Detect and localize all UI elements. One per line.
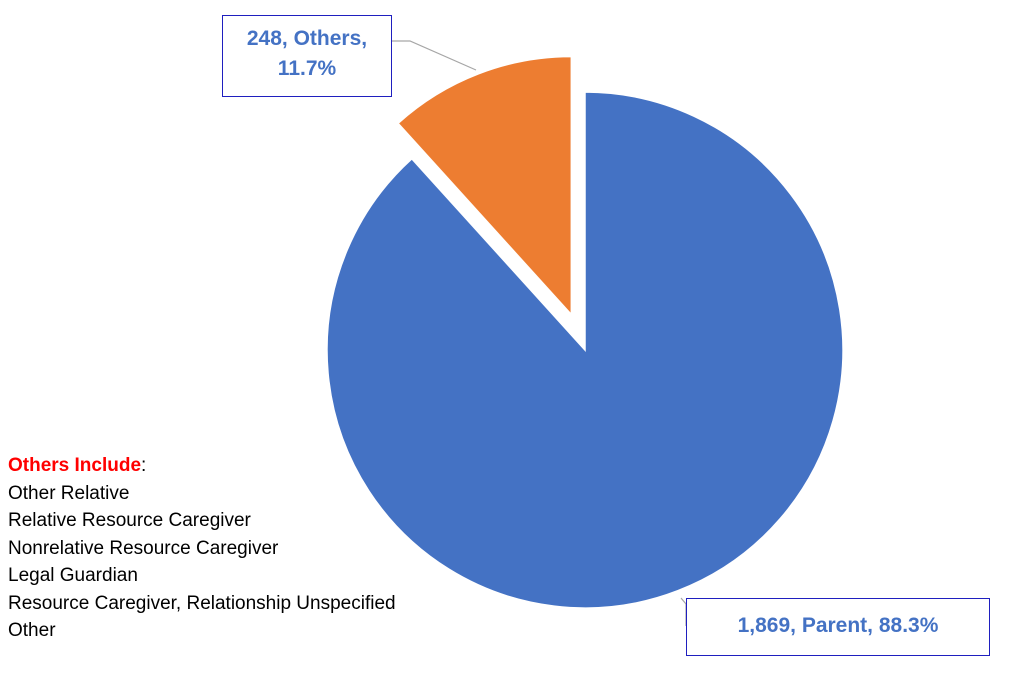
note: Others Include: Other Relative Relative R…: [8, 452, 396, 645]
note-heading: Others Include: [8, 455, 142, 476]
data-label: 248, Others, 11.7%: [222, 15, 392, 97]
pie-slice: [326, 91, 844, 609]
leader-line: [391, 40, 477, 71]
note-item: Relative Resource Caregiver: [8, 510, 251, 531]
data-label: 1,869, Parent, 88.3%: [686, 598, 990, 656]
note-item: Other Relative: [8, 482, 130, 504]
note-suffix: :: [141, 455, 147, 476]
note-item: Resource Caregiver, Relationship Unspeci…: [8, 592, 396, 614]
note-heading-line: Others Include:: [8, 452, 396, 480]
note-item: Nonrelative Resource Caregiver: [8, 537, 279, 559]
pie-slice: [397, 55, 573, 317]
note-item: Legal Guardian: [8, 565, 138, 586]
note-item: Other: [8, 620, 56, 641]
